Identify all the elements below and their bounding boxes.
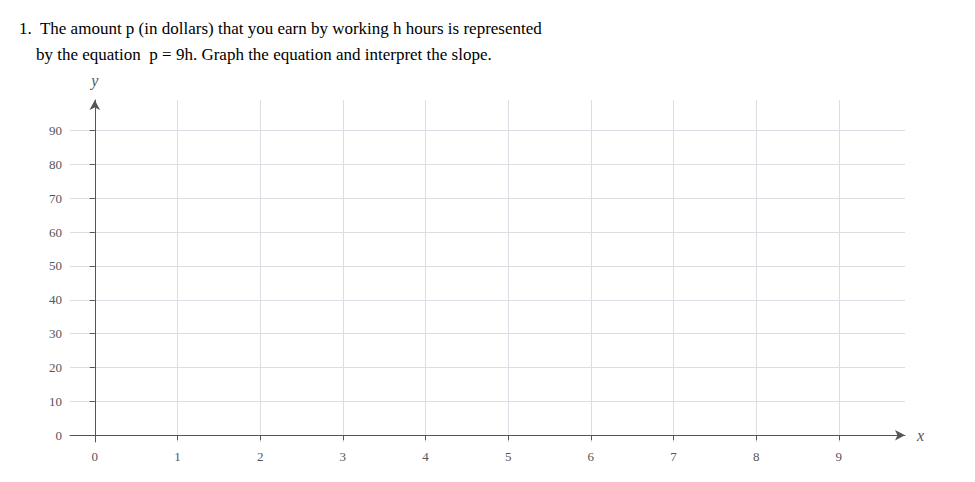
svg-text:by the equation p = 9h. Graph: by the equation p = 9h. Graph the equati… bbox=[19, 45, 492, 64]
svg-text:2: 2 bbox=[257, 449, 264, 464]
svg-text:5: 5 bbox=[505, 449, 512, 464]
svg-text:90: 90 bbox=[49, 123, 62, 138]
svg-text:x: x bbox=[916, 427, 924, 444]
svg-text:0: 0 bbox=[92, 449, 99, 464]
svg-text:1: 1 bbox=[174, 449, 181, 464]
svg-text:7: 7 bbox=[670, 449, 677, 464]
svg-text:10: 10 bbox=[49, 394, 62, 409]
svg-text:3: 3 bbox=[340, 449, 347, 464]
svg-text:6: 6 bbox=[588, 449, 595, 464]
svg-text:4: 4 bbox=[422, 449, 429, 464]
svg-text:30: 30 bbox=[49, 326, 62, 341]
svg-text:8: 8 bbox=[753, 449, 760, 464]
svg-text:40: 40 bbox=[49, 292, 62, 307]
svg-text:50: 50 bbox=[49, 258, 62, 273]
svg-text:0: 0 bbox=[56, 428, 63, 443]
svg-text:70: 70 bbox=[49, 191, 62, 206]
svg-text:20: 20 bbox=[49, 360, 62, 375]
svg-text:60: 60 bbox=[49, 225, 62, 240]
svg-text:9: 9 bbox=[836, 449, 843, 464]
svg-text:1. The amount p (in dollars): 1. The amount p (in dollars) that you ea… bbox=[19, 19, 542, 38]
svg-text:y: y bbox=[89, 72, 99, 90]
svg-text:80: 80 bbox=[49, 157, 62, 172]
